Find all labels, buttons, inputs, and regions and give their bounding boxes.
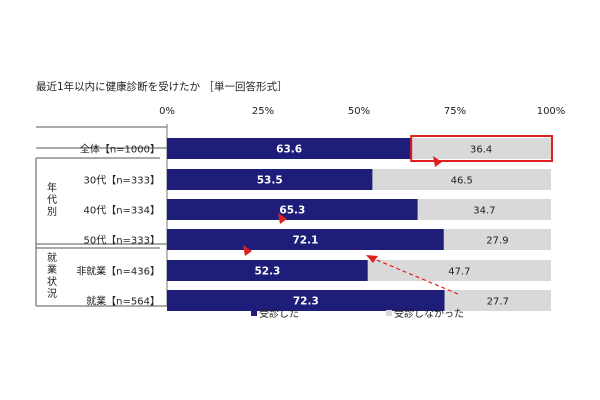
bar-value-label: 27.9 [486,236,508,247]
category-label: 非就業【n=436】 [76,265,160,278]
category-label: 40代【n=334】 [83,205,160,217]
x-tick-label: 0% [159,106,175,117]
group-label-char: 状 [47,275,57,288]
bar-value-label: 72.3 [293,296,319,308]
x-tick-label: 50% [348,106,370,117]
group-label-char: 業 [47,263,57,276]
bar-segment [167,290,445,311]
group-label-char: 況 [47,288,57,300]
category-label: 就業【n=564】 [86,295,160,308]
dashed-arrow-head [366,255,378,263]
bar-value-label: 53.5 [257,175,283,187]
bar-segment [367,260,551,281]
marker-triangle [433,156,442,167]
bar-value-label: 46.5 [451,176,473,187]
bar-segment [443,229,551,250]
legend-label: 受診しなかった [394,307,464,320]
group-label-char: 就 [47,251,57,264]
marker-triangle [243,245,252,256]
category-label: 50代【n=333】 [83,235,160,247]
bar-value-label: 72.1 [292,235,318,247]
bar-value-label: 36.4 [470,145,492,156]
bar-value-label: 27.7 [487,297,509,308]
group-label-char: 代 [47,194,57,206]
bar-segment [167,199,418,220]
bar-segment [167,260,368,281]
bar-segment [167,229,444,250]
x-tick-label: 75% [444,106,466,117]
x-tick-label: 25% [252,106,274,117]
legend-swatch [386,310,392,316]
bar-value-label: 47.7 [448,267,470,278]
bar-segment [444,290,551,311]
category-label: 30代【n=333】 [83,175,160,187]
bar-value-label: 65.3 [279,205,305,217]
marker-triangle [278,213,287,224]
bar-segment [167,169,373,190]
chart-title: 最近1年以内に健康診断を受けたか ［単一回答形式］ [36,80,288,93]
bar-value-label: 52.3 [254,266,280,278]
bar-segment [417,199,551,220]
x-tick-label: 100% [537,106,566,117]
category-label: 全体【n=1000】 [80,143,160,156]
bar-value-label: 63.6 [276,144,302,156]
bar-segment [411,138,551,159]
group-label-char: 年 [47,181,57,194]
group-label-char: 別 [47,206,57,218]
highlight-box [410,135,553,162]
dashed-arrow-line [371,257,459,295]
bar-value-label: 34.7 [473,206,495,217]
legend-swatch [251,310,257,316]
bar-segment [372,169,551,190]
legend-label: 受診した [259,307,299,320]
plot-area: 0% 25% 50% 75% 100% 63.6 36.4 全体【n=1000】 53.5 46.… [35,106,566,320]
bar-segment [167,138,412,159]
